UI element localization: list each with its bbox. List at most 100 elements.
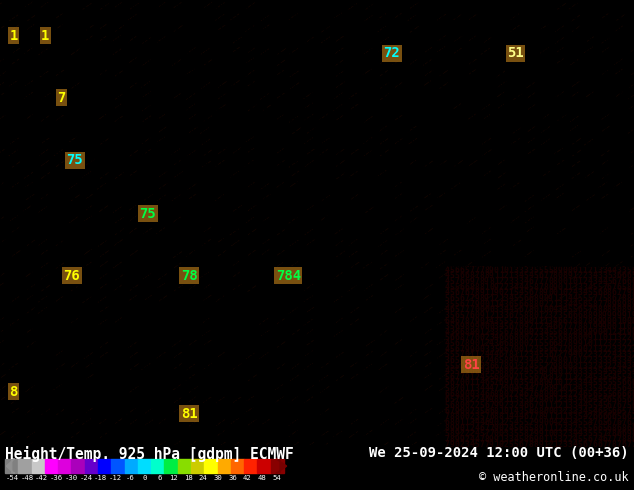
Text: 3: 3 — [420, 260, 425, 269]
Text: 6: 6 — [189, 63, 194, 72]
Text: 0: 0 — [91, 322, 96, 331]
Text: 3: 3 — [91, 401, 96, 410]
Text: 1: 1 — [386, 41, 391, 49]
Text: 2: 2 — [366, 193, 371, 201]
Text: 4: 4 — [514, 283, 519, 292]
Text: 9: 9 — [268, 328, 273, 337]
Text: 3: 3 — [8, 390, 12, 399]
Text: 7: 7 — [622, 18, 626, 27]
Text: 2: 2 — [268, 429, 273, 438]
Text: 9: 9 — [160, 333, 165, 343]
Text: 3: 3 — [592, 18, 597, 27]
Text: 4: 4 — [543, 52, 548, 61]
Text: 5: 5 — [140, 159, 145, 168]
Text: 5: 5 — [563, 63, 567, 72]
Text: 2: 2 — [499, 277, 504, 286]
Text: 4: 4 — [312, 441, 317, 449]
Text: 3: 3 — [617, 344, 622, 354]
Text: 5: 5 — [631, 271, 634, 280]
Text: 1: 1 — [607, 328, 612, 337]
Text: 8: 8 — [578, 102, 583, 112]
Text: 9: 9 — [194, 114, 199, 123]
Text: 5: 5 — [81, 283, 86, 292]
Text: 3: 3 — [76, 198, 81, 207]
Text: 9: 9 — [597, 226, 602, 235]
Text: 2: 2 — [179, 24, 184, 33]
Text: 4: 4 — [312, 305, 317, 314]
Text: 6: 6 — [278, 277, 283, 286]
Text: 7: 7 — [110, 294, 115, 303]
Text: 7: 7 — [61, 317, 67, 325]
Text: 5: 5 — [130, 401, 135, 410]
Text: 1: 1 — [425, 176, 430, 185]
Text: 6: 6 — [450, 18, 455, 27]
Text: 2: 2 — [317, 255, 322, 264]
Text: 8: 8 — [548, 210, 553, 219]
Text: 2: 2 — [312, 271, 317, 280]
Text: 1: 1 — [91, 108, 96, 117]
Text: 2: 2 — [489, 29, 494, 38]
Text: 9: 9 — [406, 80, 410, 89]
Text: 7: 7 — [91, 147, 96, 157]
Text: 7: 7 — [292, 266, 297, 275]
Text: -2: -2 — [0, 159, 10, 168]
Text: 8: 8 — [460, 356, 465, 365]
Text: 0: 0 — [140, 131, 145, 140]
Text: 1: 1 — [578, 204, 583, 213]
Text: 8: 8 — [179, 165, 184, 173]
Text: 7: 7 — [617, 435, 622, 444]
Text: 4: 4 — [273, 271, 278, 280]
Text: 3: 3 — [249, 311, 253, 320]
Text: 3: 3 — [91, 1, 96, 10]
Text: 3: 3 — [101, 373, 106, 382]
Text: 3: 3 — [126, 147, 130, 157]
Text: 8: 8 — [160, 41, 165, 49]
Text: 0: 0 — [504, 18, 508, 27]
Text: 6: 6 — [238, 63, 243, 72]
Text: 7: 7 — [238, 46, 243, 55]
Text: 0: 0 — [499, 423, 504, 433]
Text: 2: 2 — [371, 187, 376, 196]
Text: 9: 9 — [460, 29, 465, 38]
Text: 9: 9 — [583, 120, 587, 128]
Text: 7: 7 — [410, 159, 415, 168]
Text: 8: 8 — [258, 91, 263, 100]
Text: 6: 6 — [12, 277, 17, 286]
Text: 9: 9 — [106, 311, 110, 320]
Text: 7: 7 — [22, 102, 27, 112]
Text: 6: 6 — [317, 317, 322, 325]
Text: 7: 7 — [169, 395, 174, 404]
Text: 2: 2 — [292, 7, 297, 16]
Text: 9: 9 — [401, 97, 406, 106]
Text: 4: 4 — [165, 120, 169, 128]
Text: 5: 5 — [160, 153, 165, 162]
Text: 1: 1 — [484, 283, 489, 292]
Text: 2: 2 — [425, 170, 430, 179]
Text: 9: 9 — [479, 125, 484, 134]
Text: 3: 3 — [351, 407, 356, 416]
Text: 6: 6 — [81, 69, 86, 78]
Text: 9: 9 — [401, 317, 406, 325]
Text: 6: 6 — [61, 311, 67, 320]
Text: 2: 2 — [376, 142, 381, 151]
Text: 2: 2 — [214, 114, 219, 123]
Text: 75: 75 — [67, 153, 83, 167]
Text: 8: 8 — [469, 271, 474, 280]
Text: 2: 2 — [140, 232, 145, 241]
Text: 5: 5 — [0, 283, 3, 292]
Text: 0: 0 — [587, 193, 592, 201]
Text: 1: 1 — [445, 153, 450, 162]
Text: 1: 1 — [194, 210, 199, 219]
Text: 0: 0 — [3, 0, 8, 4]
Text: 2: 2 — [317, 249, 322, 258]
Text: 5: 5 — [597, 395, 602, 404]
Text: 0: 0 — [130, 7, 135, 16]
Text: 7: 7 — [548, 356, 553, 365]
Text: 7: 7 — [96, 215, 101, 224]
Text: 8: 8 — [209, 441, 214, 449]
Text: 4: 4 — [258, 299, 263, 309]
Text: 3: 3 — [3, 418, 8, 427]
Text: 7: 7 — [219, 356, 224, 365]
Text: 5: 5 — [558, 249, 563, 258]
Text: 1: 1 — [199, 221, 204, 230]
